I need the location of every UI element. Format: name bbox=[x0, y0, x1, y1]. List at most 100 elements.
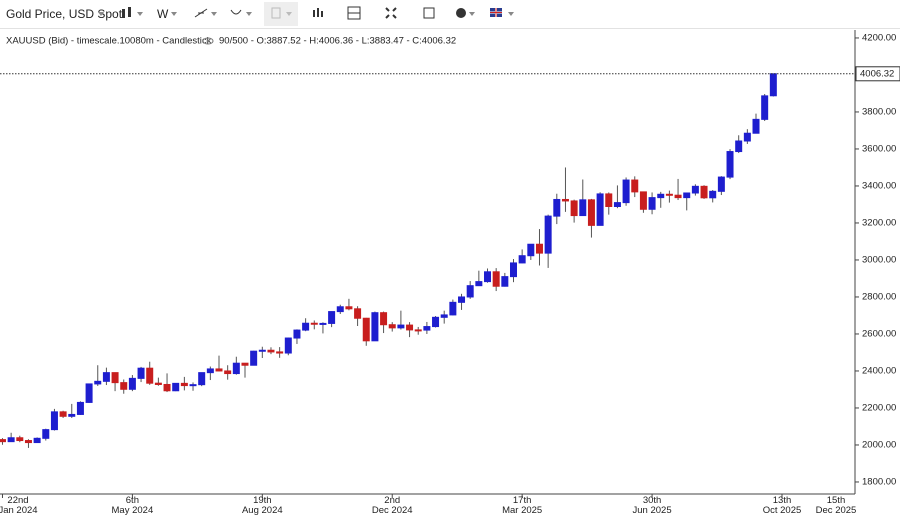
y-tick-label: 2400.00 bbox=[862, 365, 896, 376]
x-tick-label: 6th May 2024 bbox=[111, 495, 154, 516]
candle-body bbox=[475, 281, 483, 287]
candle-body bbox=[709, 190, 717, 199]
candle-body bbox=[284, 337, 292, 354]
candle-body bbox=[492, 271, 500, 287]
last-price-label: 4006.32 bbox=[860, 68, 894, 79]
candle-body bbox=[302, 322, 310, 331]
candle-body bbox=[241, 362, 249, 366]
candle-body bbox=[561, 198, 569, 202]
interval-select[interactable]: W bbox=[157, 7, 169, 21]
candle-body bbox=[345, 306, 353, 310]
y-tick-label: 2000.00 bbox=[862, 439, 896, 450]
y-tick-label: 2800.00 bbox=[862, 291, 896, 302]
candle-body bbox=[622, 179, 630, 204]
y-tick-label: 2600.00 bbox=[862, 328, 896, 339]
candle-body bbox=[700, 185, 708, 199]
candle-body bbox=[423, 326, 431, 331]
candle-body bbox=[258, 349, 266, 352]
candle-body bbox=[250, 350, 258, 366]
candle-body bbox=[518, 255, 526, 264]
candle-body bbox=[501, 276, 509, 287]
candle-body bbox=[613, 202, 621, 207]
candle-body bbox=[137, 367, 145, 379]
candle-body bbox=[570, 200, 578, 217]
candle-body bbox=[648, 197, 656, 210]
candle-body bbox=[397, 324, 405, 329]
candle-body bbox=[406, 324, 414, 331]
candle-body bbox=[579, 199, 587, 217]
candle-body bbox=[215, 368, 223, 372]
y-tick-label: 3200.00 bbox=[862, 217, 896, 228]
x-tick-label: 13th Oct 2025 bbox=[762, 495, 802, 516]
candle-body bbox=[172, 382, 180, 392]
candle-body bbox=[94, 380, 102, 385]
candle-body bbox=[449, 301, 457, 316]
candle-body bbox=[752, 118, 760, 134]
candle-body bbox=[33, 437, 41, 444]
x-tick-label: 17th Mar 2025 bbox=[502, 495, 543, 516]
candle-body bbox=[0, 439, 6, 443]
candle-body bbox=[267, 349, 275, 353]
candle-body bbox=[120, 382, 128, 390]
candle-body bbox=[224, 370, 232, 375]
candle-body bbox=[717, 176, 725, 192]
candle-body bbox=[596, 193, 604, 226]
candle-body bbox=[769, 73, 777, 97]
candle-body bbox=[553, 198, 561, 217]
y-tick-label: 3800.00 bbox=[862, 106, 896, 117]
candle-body bbox=[665, 193, 673, 196]
candle-body bbox=[761, 95, 769, 120]
candle-body bbox=[85, 383, 93, 403]
candle-body bbox=[527, 243, 535, 257]
candle-body bbox=[310, 322, 318, 325]
y-tick-label: 4200.00 bbox=[862, 32, 896, 43]
candle-body bbox=[639, 191, 647, 210]
toolbar: Gold Price, USD Spot W bbox=[0, 0, 900, 29]
symbol-select[interactable]: Gold Price, USD Spot bbox=[6, 7, 123, 21]
candle-body bbox=[328, 311, 336, 324]
candle-body bbox=[276, 351, 284, 354]
last-price-box bbox=[855, 66, 900, 82]
x-tick-label: 19th Aug 2024 bbox=[241, 495, 283, 516]
candle-body bbox=[128, 377, 136, 390]
candle-body bbox=[189, 384, 197, 387]
candle-body bbox=[535, 243, 543, 254]
y-tick-label: 2200.00 bbox=[862, 402, 896, 413]
y-tick-label: 3000.00 bbox=[862, 254, 896, 265]
candle-body bbox=[336, 306, 344, 313]
toolbar-icons bbox=[98, 2, 514, 26]
candle-body bbox=[683, 192, 691, 199]
candle-body bbox=[319, 322, 327, 325]
candle-body bbox=[146, 367, 154, 384]
candle-body bbox=[293, 329, 301, 339]
candle-body bbox=[180, 382, 188, 387]
candle-body bbox=[354, 308, 362, 319]
y-tick-label: 3400.00 bbox=[862, 180, 896, 191]
candle-body bbox=[380, 312, 388, 326]
candle-body bbox=[484, 271, 492, 283]
candle-body bbox=[605, 193, 613, 207]
candle-body bbox=[432, 316, 440, 328]
candle-body bbox=[111, 372, 119, 384]
candle-body bbox=[102, 372, 110, 382]
candle-body bbox=[76, 401, 84, 415]
eye-icon bbox=[202, 37, 214, 45]
candle-body bbox=[414, 329, 422, 332]
candle-body bbox=[509, 262, 517, 278]
candle-body bbox=[163, 383, 171, 392]
candle-body bbox=[154, 382, 162, 385]
x-tick-label: 2nd Dec 2024 bbox=[371, 495, 413, 516]
candle-body bbox=[7, 437, 15, 443]
candle-body bbox=[68, 413, 76, 417]
candle-body bbox=[371, 312, 379, 342]
candle-body bbox=[198, 372, 206, 386]
candle-body bbox=[657, 193, 665, 199]
y-tick-label: 3600.00 bbox=[862, 143, 896, 154]
x-tick-label: 15th Dec 2025 bbox=[815, 495, 857, 516]
candle-body bbox=[440, 314, 448, 318]
y-tick-label: 1800.00 bbox=[862, 476, 896, 487]
candle-body bbox=[743, 132, 751, 142]
candle-body bbox=[232, 362, 240, 375]
